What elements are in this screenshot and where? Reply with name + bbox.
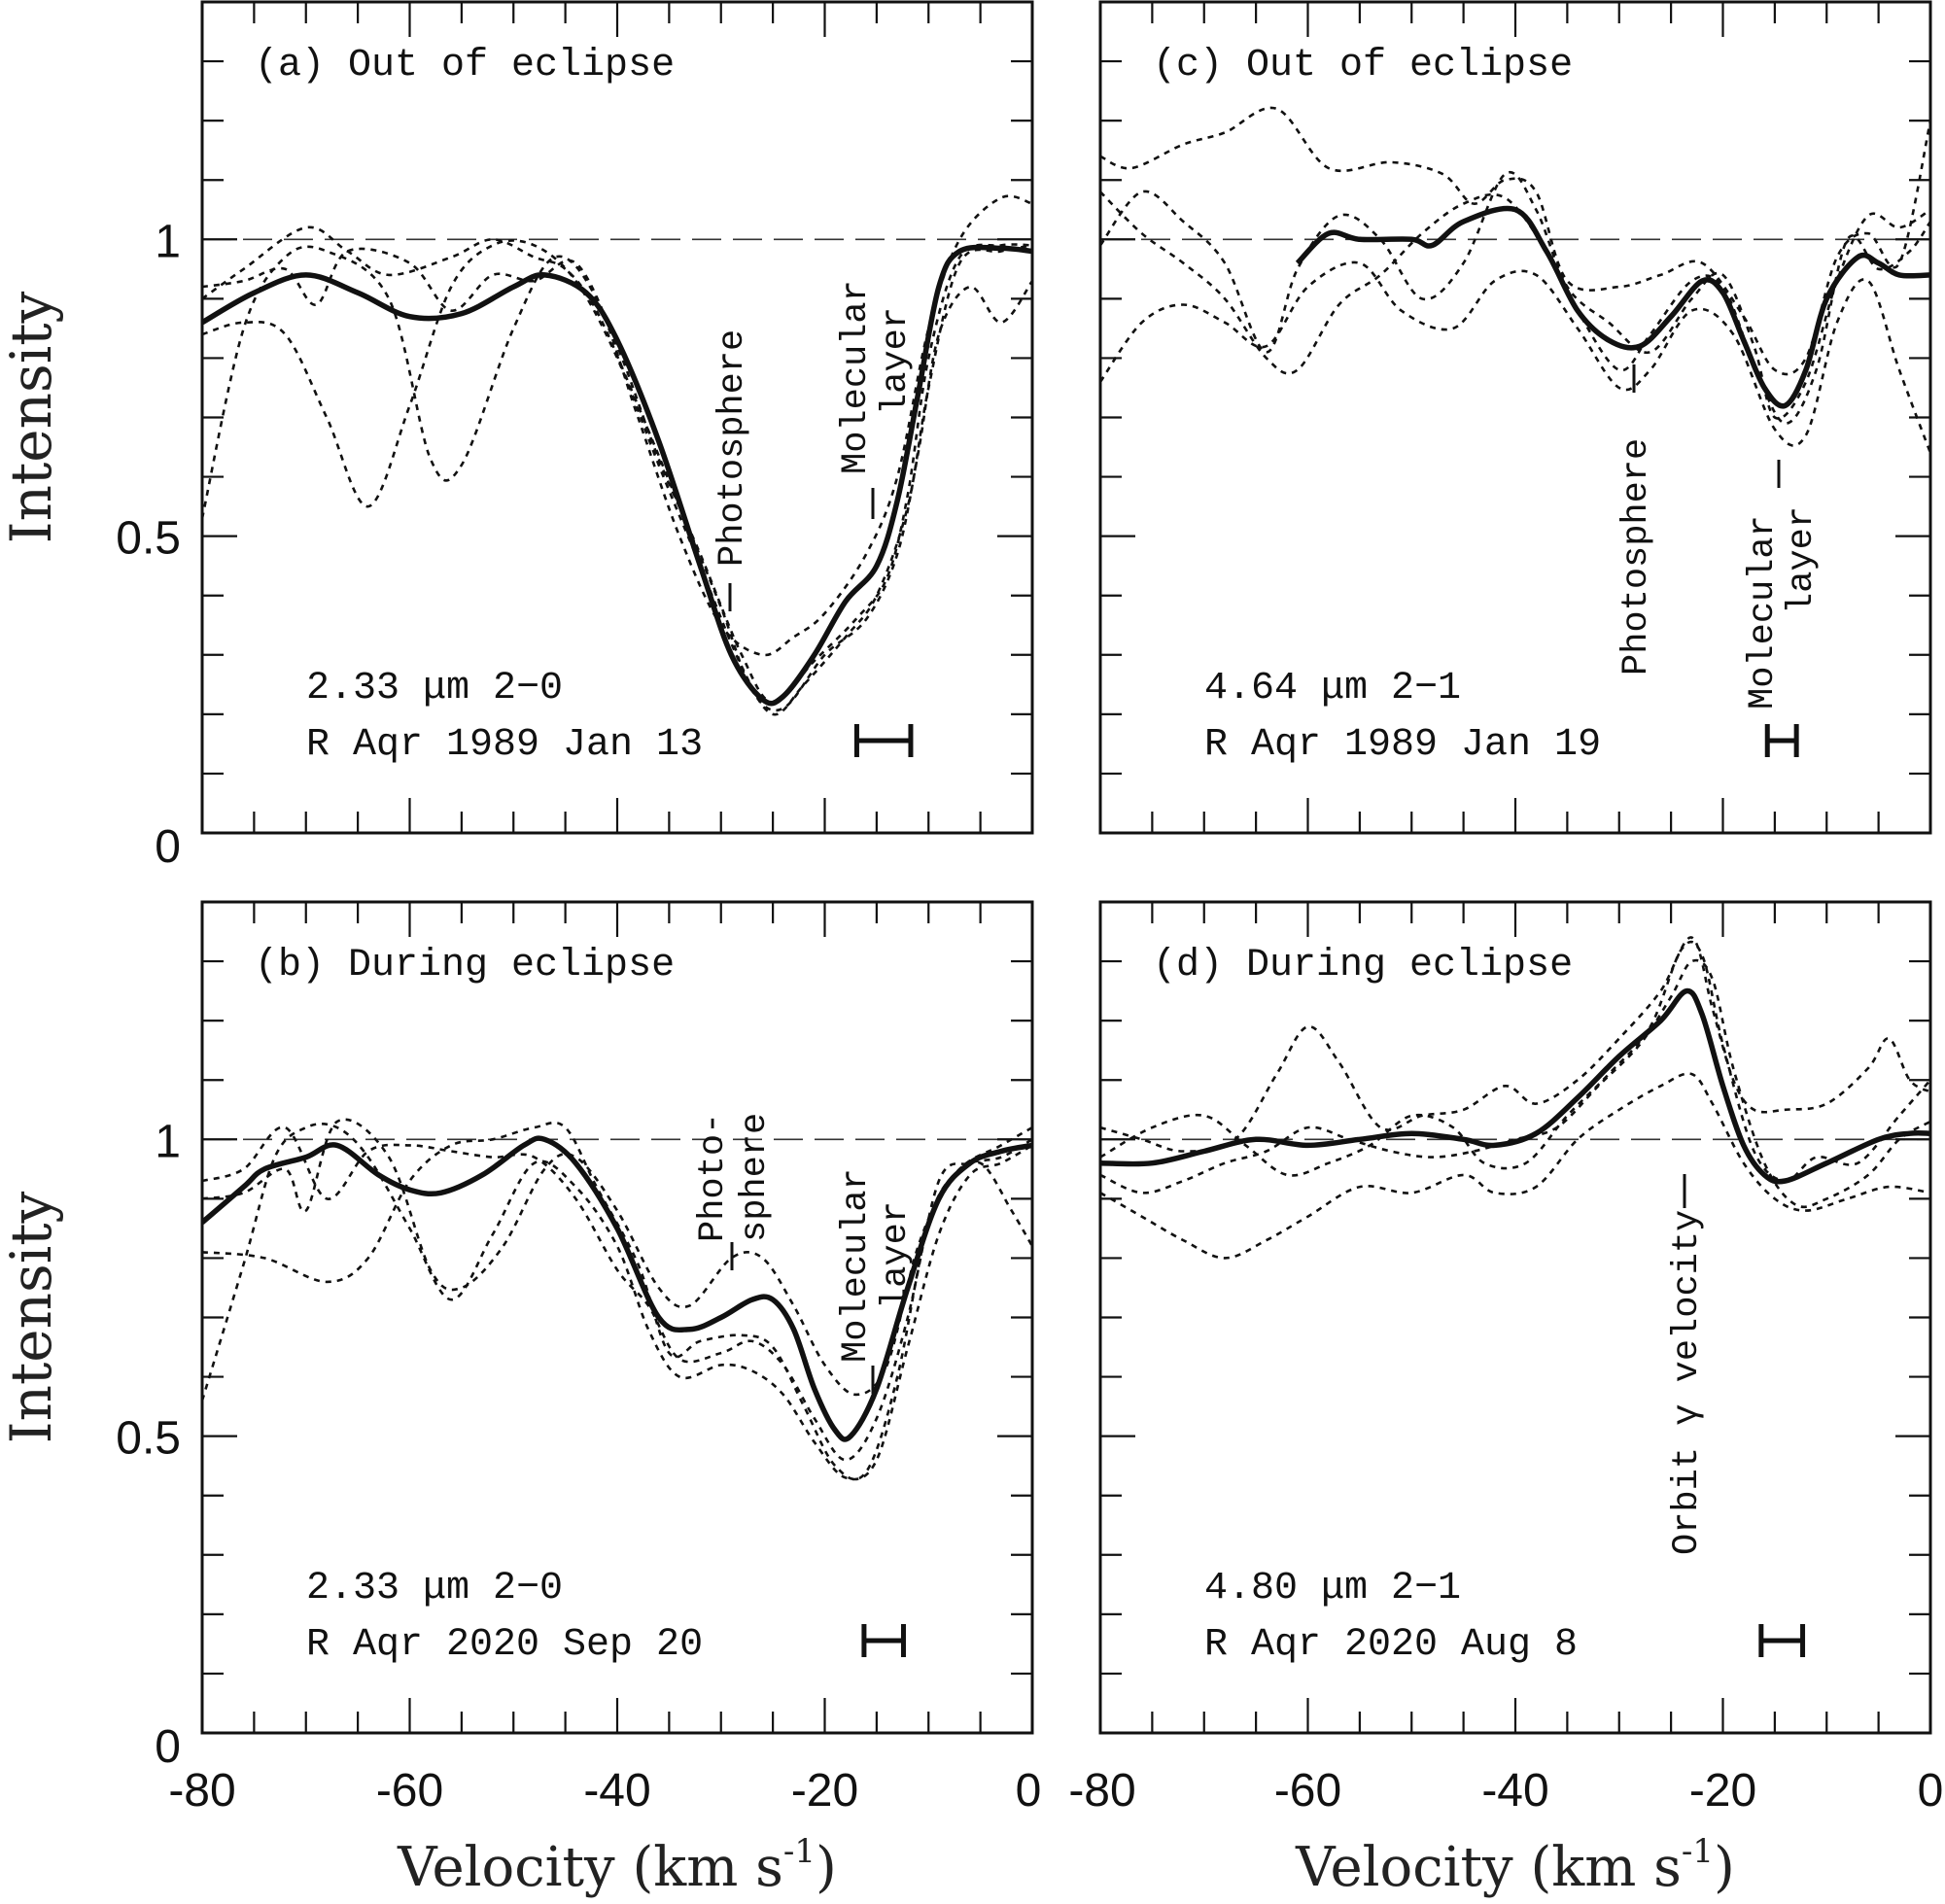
annotation-label: Photo- [693,1113,734,1242]
mean-profile-line [202,1135,1032,1442]
annotation-label: layer [876,307,917,415]
x-tick-label: 0 [1918,1765,1944,1817]
mean-profile-line [1295,205,1930,409]
y-tick-label: 1 [155,216,181,267]
annotation-label: Molecular [836,1168,877,1363]
individual-profile-line [1100,940,1930,1183]
annotation-label: sphere [735,1113,776,1242]
annotation-label: Photosphere [712,329,753,567]
resolution-bar [1758,1624,1806,1657]
mean-profile-line [202,244,1032,707]
x-axis-label-close: ) [1714,1836,1735,1899]
panel-a: (a) Out of eclipse 2.33 μm 2−0 R Aqr 1989 … [200,0,1034,835]
y-tick-label: 0 [155,1721,181,1773]
annotation-label: Molecular [1743,515,1784,710]
resolution-bar [861,1624,906,1657]
y-tick-label: 0.5 [116,1413,181,1465]
individual-profile-line [202,1125,1032,1462]
x-tick-label: -60 [1274,1765,1341,1817]
individual-profile-line [202,194,1032,657]
panel-title: (a) Out of eclipse [255,44,675,87]
x-tick-label: -60 [376,1765,443,1817]
line-info-label: 2.33 μm 2−0 [306,667,563,710]
observation-label: R Aqr 2020 Sep 20 [306,1623,703,1667]
observation-label: R Aqr 1989 Jan 19 [1204,723,1601,767]
x-tick-label: 0 [1016,1765,1042,1817]
y-axis-label: Intensity [0,1191,64,1443]
individual-profile-line [202,1121,1032,1481]
y-axis-label: Intensity [0,291,64,543]
x-tick-label: -80 [168,1765,235,1817]
individual-profile-line [1100,958,1930,1209]
panel-b: (b) During eclipse 2.33 μm 2−0 R Aqr 2020 … [200,900,1034,1735]
panel-title: (b) During eclipse [255,944,675,987]
individual-profile-line [202,243,1032,704]
resolution-bar [1764,724,1799,757]
annotation-label: layer [1782,506,1823,614]
annotation-label: layer [876,1201,917,1309]
line-info-label: 2.33 μm 2−0 [306,1567,563,1610]
annotation-label: Molecular [836,280,877,474]
individual-profile-line [1100,190,1930,425]
individual-profile-line [202,1122,1032,1481]
y-tick-label: 0 [155,821,181,873]
x-tick-label: -80 [1068,1765,1135,1817]
x-tick-label: -40 [583,1765,650,1817]
resolution-bar [853,724,914,757]
x-axis-label-text: Velocity (km s [1295,1836,1682,1899]
x-axis-label-superscript: -1 [783,1832,816,1871]
x-axis-label-superscript: -1 [1682,1832,1714,1871]
panel-title: (c) Out of eclipse [1153,44,1573,87]
annotation-label: Photosphere [1616,438,1657,675]
panel-d: (d) During eclipse 4.80 μm 2−1 R Aqr 2020 … [1098,900,1932,1735]
x-tick-label: -20 [791,1765,858,1817]
x-axis-label-text: Velocity (km s [397,1836,783,1899]
observation-label: R Aqr 1989 Jan 13 [306,723,703,767]
x-tick-label: -20 [1689,1765,1756,1817]
line-info-label: 4.80 μm 2−1 [1204,1567,1461,1610]
individual-profile-line [1100,260,1930,454]
mean-profile-line [1100,987,1930,1185]
y-tick-label: 0.5 [116,513,181,565]
individual-profile-line [202,239,1032,716]
individual-profile-line [1100,936,1930,1153]
x-axis-label-close: ) [816,1836,837,1899]
x-axis-label: Velocity (km s-1) [1295,1832,1735,1899]
individual-profile-line [1100,106,1930,376]
panel-title: (d) During eclipse [1153,944,1573,987]
x-tick-label: -40 [1481,1765,1548,1817]
x-axis-label: Velocity (km s-1) [397,1832,837,1899]
observation-label: R Aqr 2020 Aug 8 [1204,1623,1578,1667]
individual-profile-line [1100,171,1930,420]
individual-profile-line [202,225,1032,712]
y-tick-label: 1 [155,1116,181,1167]
line-info-label: 4.64 μm 2−1 [1204,667,1461,710]
panel-c: (c) Out of eclipse 4.64 μm 2−1 R Aqr 1989 … [1098,0,1932,835]
individual-profile-line [1100,1072,1930,1260]
annotation-label: Orbit γ velocity [1667,1210,1708,1555]
